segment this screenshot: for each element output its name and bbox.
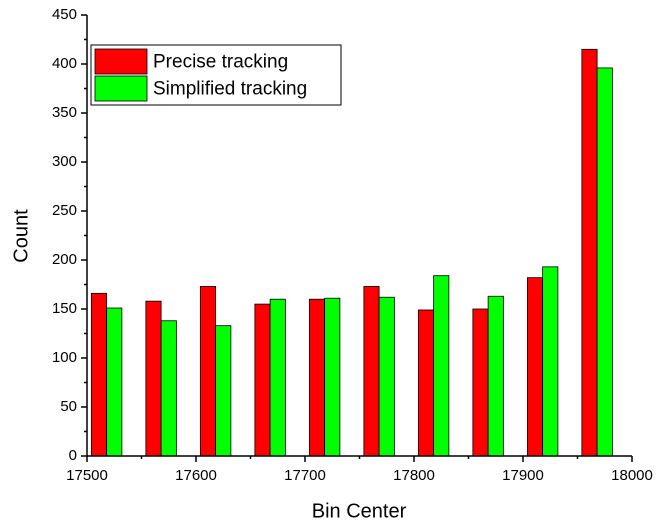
bar: [106, 307, 123, 457]
bar: [199, 286, 217, 457]
legend-label: Simplified tracking: [153, 79, 307, 100]
legend-swatch: [94, 75, 148, 102]
bar: [254, 303, 271, 457]
bar: [487, 295, 504, 457]
y-tick-label: 250: [52, 202, 77, 219]
x-tick-label: 17700: [284, 467, 326, 484]
x-tick-label: 18000: [611, 467, 653, 484]
x-tick-label: 17500: [66, 467, 108, 484]
bar: [308, 298, 326, 457]
y-tick-label: 400: [52, 55, 77, 72]
y-tick-label: 50: [60, 398, 77, 415]
y-axis-label: Count: [10, 209, 32, 263]
bar: [324, 297, 341, 457]
bar: [542, 266, 559, 457]
x-axis-label: Bin Center: [312, 500, 407, 522]
bar: [472, 308, 489, 457]
y-tick-label: 100: [52, 349, 77, 366]
bar: [160, 320, 177, 457]
bar: [433, 275, 450, 457]
bar: [269, 298, 286, 457]
bar: [581, 48, 598, 457]
y-tick-label: 200: [52, 251, 77, 268]
bar: [90, 292, 108, 457]
legend-swatch: [94, 48, 148, 75]
bar: [215, 325, 232, 457]
bar: [596, 67, 613, 457]
x-tick-label: 17900: [502, 467, 544, 484]
x-tick-label: 17800: [393, 467, 435, 484]
bar: [526, 277, 544, 457]
y-tick-label: 0: [69, 447, 77, 464]
y-tick-label: 150: [52, 300, 77, 317]
y-tick-label: 450: [52, 6, 77, 23]
bar: [417, 309, 435, 457]
y-tick-label: 350: [52, 104, 77, 121]
legend-label: Precise tracking: [153, 52, 288, 73]
bar: [378, 296, 395, 457]
bar: [363, 286, 380, 457]
x-tick-label: 17600: [175, 467, 217, 484]
bar: [145, 300, 162, 457]
y-tick-label: 300: [52, 153, 77, 170]
